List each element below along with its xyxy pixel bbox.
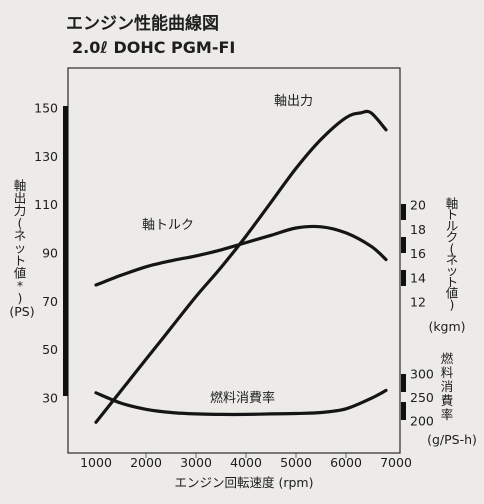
left-axis-band bbox=[63, 106, 68, 396]
torque-curve bbox=[94, 224, 388, 287]
left-axis-label-char: ッ bbox=[14, 241, 27, 256]
torque-axis-band bbox=[401, 270, 406, 286]
fuel-axis-unit: (g/PS-h) bbox=[427, 432, 477, 447]
left-axis-label-char: * bbox=[17, 278, 23, 293]
left-axis-unit: (PS) bbox=[9, 304, 34, 319]
grid bbox=[145, 453, 347, 458]
fuel-consumption-curve-label: 燃料消費率 bbox=[210, 390, 275, 406]
left-tick-label: 130 bbox=[34, 149, 58, 164]
x-tick-label: 5000 bbox=[280, 455, 312, 470]
power-curve bbox=[94, 109, 388, 424]
torque-axis-label-char: ク bbox=[446, 230, 459, 245]
left-tick-label: 150 bbox=[34, 101, 58, 116]
torque-axis-label-char: ( bbox=[450, 241, 455, 256]
torque-axis-label-char: ト bbox=[446, 274, 459, 289]
axis-labels: 軸出力(ネット値*)(PS)軸トルク(ネット値)(kgm)燃料消費率(g/PS-… bbox=[9, 178, 477, 447]
left-axis-label-char: ネ bbox=[14, 228, 27, 243]
torque-axis-label-char: ト bbox=[446, 207, 459, 222]
left-tick-label: 50 bbox=[42, 342, 58, 357]
left-axis-label-char: ト bbox=[14, 253, 27, 268]
fuel-axis-label-char: 消 bbox=[441, 379, 454, 394]
tick-labels: 1000 2000 3000 4000 5000 6000 7000 150 130 110 90 7… bbox=[34, 101, 434, 471]
torque-curve-label: 軸トルク bbox=[142, 218, 194, 233]
torque-axis-label-char: ル bbox=[446, 218, 459, 233]
x-tick-label: 7000 bbox=[380, 455, 412, 470]
x-tick-label: 2000 bbox=[130, 455, 162, 470]
chart-title: エンジン性能曲線図 bbox=[66, 13, 219, 34]
torque-axis-band bbox=[401, 237, 406, 253]
torque-axis-label-char: ネ bbox=[446, 252, 459, 267]
axis-bands bbox=[63, 106, 406, 420]
torque-tick-label: 14 bbox=[410, 270, 426, 285]
torque-tick-label: 12 bbox=[410, 295, 426, 310]
torque-axis-label-char: ッ bbox=[446, 263, 459, 278]
left-axis-label-char: ) bbox=[18, 291, 23, 306]
left-tick-label: 70 bbox=[42, 294, 58, 309]
torque-axis-band bbox=[401, 204, 406, 220]
torque-axis-label-char: 値 bbox=[446, 286, 459, 301]
x-tick-label: 4000 bbox=[230, 455, 262, 470]
fuel-axis-band bbox=[401, 402, 406, 420]
left-axis-label-char: ( bbox=[18, 216, 23, 231]
left-axis-label-char: 軸 bbox=[14, 178, 27, 193]
left-tick-label: 30 bbox=[42, 391, 58, 406]
left-axis-label-char: 出 bbox=[14, 191, 27, 206]
torque-tick-label: 18 bbox=[410, 222, 426, 237]
fuel-tick-label: 300 bbox=[410, 367, 434, 382]
x-tick-label: 1000 bbox=[80, 455, 112, 470]
x-tick-label: 6000 bbox=[330, 455, 362, 470]
fuel-axis-label-char: 率 bbox=[441, 407, 454, 422]
fuel-axis-label-char: 費 bbox=[441, 393, 454, 408]
x-axis-label: エンジン回転速度 (rpm) bbox=[175, 475, 314, 490]
fuel-axis-label-char: 料 bbox=[441, 365, 454, 380]
torque-tick-label: 20 bbox=[410, 198, 426, 213]
torque-axis-label-char: ) bbox=[450, 297, 455, 312]
left-tick-label: 90 bbox=[42, 246, 58, 261]
fuel-tick-label: 250 bbox=[410, 390, 434, 405]
fuel-tick-label: 200 bbox=[410, 414, 434, 429]
chart-subtitle: 2.0ℓ DOHC PGM-FI bbox=[72, 38, 235, 57]
left-tick-label: 110 bbox=[34, 197, 58, 212]
fuel-consumption-curve bbox=[94, 388, 388, 417]
torque-tick-label: 16 bbox=[410, 246, 426, 261]
left-axis-label-char: 力 bbox=[14, 203, 27, 218]
fuel-axis-label-char: 燃 bbox=[441, 351, 454, 366]
left-axis-label-char: 値 bbox=[14, 266, 27, 281]
x-tick-label: 3000 bbox=[180, 455, 212, 470]
power-curve-label: 軸出力 bbox=[274, 94, 313, 109]
torque-axis-unit: (kgm) bbox=[428, 319, 465, 334]
torque-axis-label-char: 軸 bbox=[446, 196, 459, 211]
fuel-axis-band bbox=[401, 374, 406, 392]
